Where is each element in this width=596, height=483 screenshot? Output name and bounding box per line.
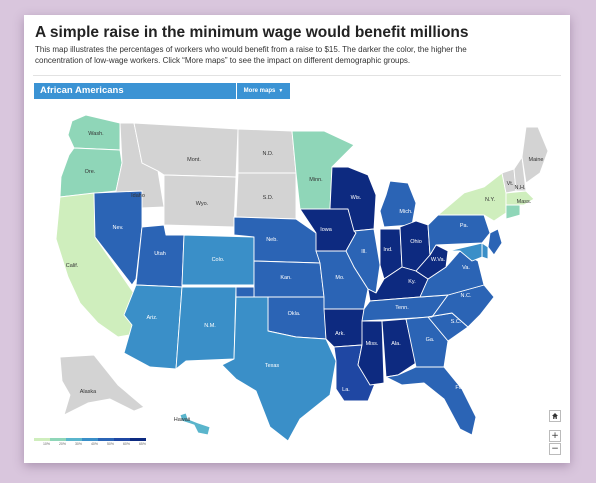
state-alaska[interactable] [59,354,145,416]
legend-tick: 65% [138,442,146,446]
state-nj[interactable] [487,228,503,256]
state-mass[interactable] [505,190,535,206]
zoom-in-button[interactable]: + [549,430,561,442]
legend-tick: 40% [90,442,98,446]
map-card: A simple raise in the minimum wage would… [24,15,570,463]
state-label: Wash. [88,131,104,137]
state-label: Ore. [85,169,96,175]
state-fla[interactable] [385,366,477,436]
state-label: Calif. [66,263,79,269]
state-label: Alaska [80,389,97,395]
group-selector-bar: African Americans More maps ▼ [34,83,290,99]
group-title: African Americans [40,85,124,96]
state-label: Fla. [455,385,465,391]
caret-down-icon: ▼ [278,88,284,94]
state-label: Minn. [309,177,323,183]
state-ark[interactable] [323,308,365,348]
state-label: Nev. [113,225,124,231]
state-label: Mo. [335,275,345,281]
state-label: Okla. [288,311,301,317]
state-mich[interactable] [379,180,417,228]
state-label: N.H. [515,185,526,191]
state-label: Wyo. [196,201,209,207]
zoom-out-button[interactable]: − [549,443,561,455]
state-label: Ga. [426,337,435,343]
state-label: Wis. [351,195,362,201]
legend-tick: 20% [58,442,66,446]
home-icon [552,413,558,419]
state-label: Neb. [266,237,278,243]
state-label: Tenn. [395,305,409,311]
state-label: Mich. [399,209,413,215]
state-label: Ohio [410,239,422,245]
state-nev[interactable] [93,190,143,286]
legend-swatch [98,438,114,441]
state-label: S.D. [263,195,274,201]
state-ala[interactable] [381,318,417,378]
reset-zoom-button[interactable] [549,410,561,422]
description: This map illustrates the percentages of … [35,45,467,65]
state-label: Miss. [366,341,379,347]
state-label: Hawaii [174,417,191,423]
state-label: Utah [154,251,166,257]
legend-tick: 50% [106,442,114,446]
legend-swatch [66,438,82,441]
state-label: Texas [265,363,280,369]
state-label: Pa. [460,223,469,229]
state-nm[interactable] [175,286,237,370]
more-maps-button[interactable]: More maps ▼ [236,83,290,99]
state-label: Maine [529,157,544,163]
state-de[interactable] [481,242,489,260]
legend-tick: 30% [74,442,82,446]
legend-swatch [50,438,66,441]
legend-swatch [34,438,50,441]
color-legend: 10% 20% 30% 40% 50% 60% 65% [34,438,154,450]
state-ariz[interactable] [123,284,183,370]
state-label: Ark. [335,331,345,337]
state-label: Mont. [187,157,201,163]
state-ga[interactable] [405,316,449,368]
more-maps-label: More maps [243,88,276,94]
legend-swatch [130,438,146,441]
state-label: N.C. [461,293,472,299]
state-label: Mass. [517,199,532,205]
state-label: Ariz. [147,315,158,321]
legend-swatch [114,438,130,441]
state-label: W.Va. [431,257,446,263]
us-states-map[interactable]: Wash. Ore. Calif. Idaho Nev. Mont. Wyo. Utah Ari… [24,15,570,463]
state-ny[interactable] [437,172,507,222]
state-hawaii[interactable] [179,412,211,436]
state-label: Va. [462,265,470,271]
state-label: Ky. [408,279,416,285]
divider [33,75,561,76]
state-label: Ind. [383,247,393,253]
state-maine[interactable] [521,126,549,184]
state-ct[interactable] [505,204,521,220]
legend-tick: 10% [42,442,50,446]
state-label: Colo. [212,257,225,263]
state-label: N.Y. [485,197,495,203]
headline: A simple raise in the minimum wage would… [35,24,469,41]
state-label: N.M. [204,323,216,329]
state-label: Ala. [391,341,401,347]
legend-swatch [82,438,98,441]
state-label: Vt. [507,181,514,187]
state-label: S.C. [451,319,462,325]
state-texas[interactable] [221,296,337,442]
state-label: La. [342,387,350,393]
state-md[interactable] [447,242,483,262]
state-label: Idaho [131,193,145,199]
state-label: N.D. [263,151,274,157]
state-label: Kan. [280,275,292,281]
state-label: Iowa [320,227,333,233]
legend-tick: 60% [122,442,130,446]
state-nc[interactable] [427,284,495,328]
state-label: Ill. [361,249,367,255]
